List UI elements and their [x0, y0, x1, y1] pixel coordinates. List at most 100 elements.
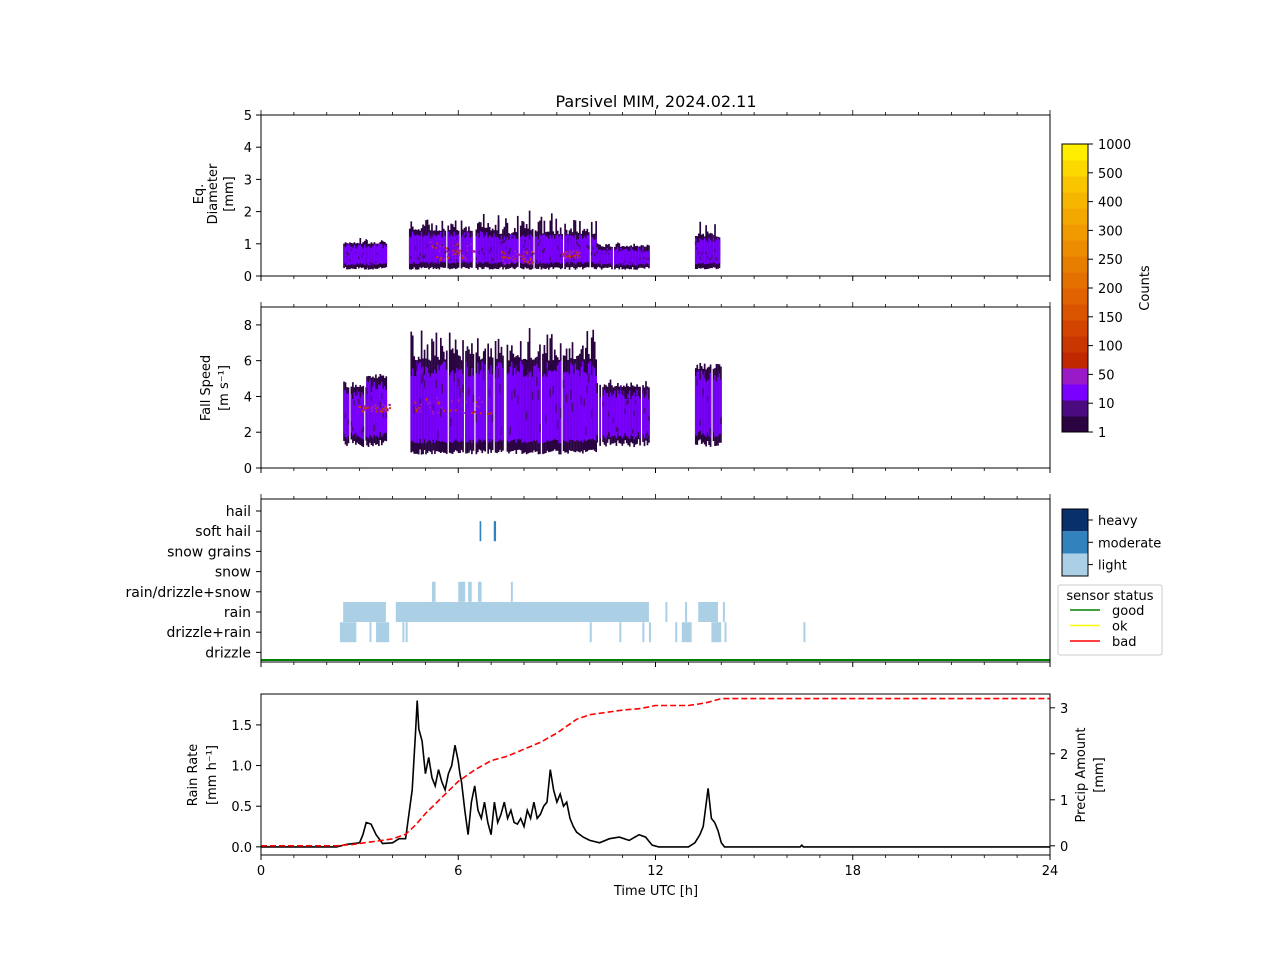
spectrum-hotspot: [481, 401, 484, 404]
spectrum-cell: [624, 260, 627, 263]
spectrum-cell: [346, 251, 348, 255]
precip-type-tick: [589, 622, 592, 643]
spectrum-cell: [450, 372, 453, 443]
spectrum-cell: [494, 374, 497, 442]
spectrum-cell: [500, 362, 503, 442]
spectrum-hotspot: [388, 403, 391, 406]
spectrum-hotspot: [449, 409, 452, 412]
spectrum-hotspot: [443, 258, 446, 261]
intensity-legend: heavy moderate light: [1061, 508, 1161, 577]
spectrum-cell: [696, 372, 699, 436]
spectrum-hotspot: [569, 250, 572, 253]
spectrum-cell: [488, 388, 491, 397]
spectrum-cell: [600, 252, 603, 255]
spectrum-cell: [534, 365, 537, 442]
spectrum-hotspot: [418, 406, 421, 409]
spectrum-cell: [444, 236, 447, 263]
spectrum-cell: [622, 391, 625, 437]
spectrum-hotspot: [529, 256, 532, 259]
spectrum-cell: [431, 373, 433, 444]
spectrum-cell: [614, 390, 616, 436]
spectrum-hotspot: [509, 257, 512, 260]
spectrum-cell: [699, 238, 702, 264]
spectrum-cell: [583, 398, 586, 407]
spectrum-cell: [567, 234, 569, 263]
spectrum-cell: [509, 426, 512, 436]
spectrum-cell: [631, 395, 634, 437]
spectrum-cell: [493, 233, 495, 264]
spectrum-cell: [576, 241, 578, 244]
spectrum-cell: [475, 413, 478, 423]
spectrum-hotspot: [442, 245, 445, 248]
spectrum-hotspot: [370, 410, 373, 413]
spectrum-cell: [546, 367, 549, 378]
spectrum-cell: [373, 244, 376, 265]
spectrum-cell: [516, 370, 519, 440]
spectrum-cell: [625, 398, 628, 436]
spectrum-hotspot: [563, 252, 566, 255]
spectrum-cell: [567, 238, 569, 242]
colorbar-cell: [1062, 224, 1088, 241]
spectrum-cell: [355, 251, 357, 254]
spectrum-cell: [573, 373, 575, 441]
spectrum-hotspot: [415, 408, 418, 411]
spectrum-cell: [562, 380, 565, 389]
colorbar-cell: [1062, 192, 1088, 209]
spectrum-cell: [435, 236, 438, 264]
spectrum-cell: [516, 395, 519, 404]
spectrum-cell: [702, 374, 705, 434]
diameter-ylabel-line3: [mm]: [222, 176, 237, 211]
spectrum-cell: [622, 390, 625, 397]
spectrum-hotspot: [436, 397, 439, 400]
precip-type-tick: [510, 581, 513, 602]
spectrum-cell: [362, 248, 365, 264]
spectrum-hotspot: [478, 396, 481, 399]
spectrum-hotspot: [419, 410, 422, 413]
spectrum-cell: [468, 376, 470, 442]
spectrum-cell: [380, 392, 383, 400]
spectrum-cell: [648, 251, 650, 265]
spectrum-cell: [699, 256, 702, 260]
spectrum-cell: [472, 394, 475, 403]
spectrum-cell: [367, 382, 370, 439]
spectrum-cell: [706, 242, 709, 265]
spectrum-cell: [417, 256, 420, 261]
spectrum-cell: [536, 259, 538, 264]
spectrum-cell: [383, 244, 386, 264]
y-tick-label: 5: [244, 109, 252, 124]
spectrum-cell: [370, 262, 373, 265]
spectrum-cell: [422, 237, 424, 262]
spectrum-cell: [413, 234, 416, 262]
category-label: soft hail: [195, 524, 251, 540]
precip-amount-ylabel-line1: Precip Amount: [1074, 728, 1089, 823]
spectrum-hotspot: [451, 400, 454, 403]
spectrum-hotspot: [529, 259, 532, 262]
spectrum-hotspot: [519, 255, 522, 258]
y2-tick-label: 1: [1060, 794, 1068, 809]
spectrum-cell: [491, 258, 494, 262]
spectrum-hotspot: [531, 261, 534, 264]
spectrum-hotspot: [574, 254, 577, 257]
spectrum-hotspot: [384, 407, 387, 410]
spectrum-cell: [471, 236, 473, 263]
spectrum-cell: [463, 234, 466, 239]
spectrum-cell: [590, 409, 593, 418]
spectrum-cell: [550, 238, 553, 263]
spectrum-cell: [352, 426, 354, 431]
spectrum-hotspot: [523, 260, 526, 263]
spectrum-cell: [438, 370, 441, 442]
counts-colorbar: 1 10 50 100 150 200 250 300 400 500 1000 Counts: [1061, 138, 1153, 441]
sensor-status-title: sensor status: [1066, 589, 1153, 604]
spectrum-cell: [444, 361, 447, 443]
intensity-label: light: [1098, 559, 1127, 574]
spectrum-cell: [360, 429, 363, 436]
spectrum-hotspot: [464, 400, 467, 403]
colorbar-cell: [1062, 416, 1088, 433]
spectrum-cell: [565, 372, 568, 442]
colorbar-cell: [1062, 400, 1088, 417]
spectrum-cell: [347, 253, 350, 256]
y2-tick-label: 3: [1060, 702, 1068, 717]
spectrum-cell: [375, 260, 377, 264]
spectrum-cell: [648, 416, 650, 421]
